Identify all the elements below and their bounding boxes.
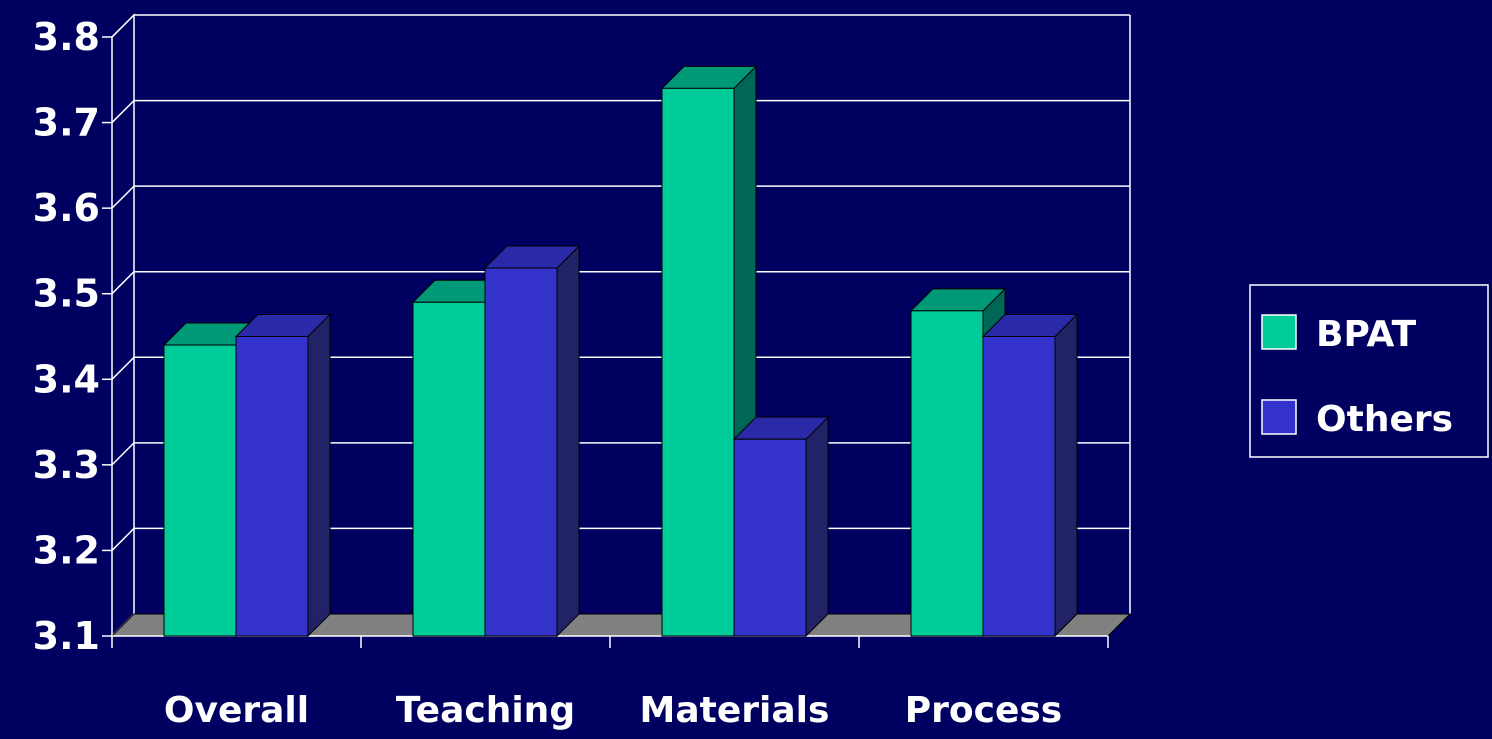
gridline-depth [111, 14, 135, 38]
gridline-depth [111, 442, 135, 466]
bar-front [235, 336, 309, 637]
legend-box [1249, 284, 1489, 458]
bar-others-overall [234, 313, 332, 638]
legend-label-bpat: BPAT [1316, 314, 1417, 355]
gridline-depth [111, 185, 135, 209]
bar-front [910, 310, 984, 637]
x-tick-label: Teaching [396, 690, 575, 731]
bar-front [412, 301, 486, 637]
legend-swatch-bpat [1261, 314, 1297, 350]
bar-front [484, 267, 558, 637]
y-tick-label: 3.1 [33, 614, 100, 658]
bar-side [307, 313, 331, 638]
y-tick-label: 3.3 [33, 443, 100, 487]
y-tick-label: 3.7 [33, 101, 100, 145]
bar-front [733, 438, 807, 637]
chart-ticks: 3.1 3.2 3.3 3.4 3.5 3.6 3.7 3.8 Overall Teaching M… [33, 15, 1109, 731]
legend-label-others: Others [1316, 399, 1453, 440]
bar-others-process [981, 313, 1079, 638]
bar-side [556, 244, 580, 638]
chart-bars [162, 65, 1079, 638]
chart-legend: BPAT Others [1249, 284, 1489, 458]
x-tick-label: Materials [640, 690, 830, 731]
bar-others-teaching [483, 244, 581, 638]
bar-front [982, 336, 1056, 637]
y-tick-label: 3.2 [33, 528, 100, 572]
gridline-depth [111, 356, 135, 380]
side-wall [111, 13, 135, 638]
bar-front [163, 344, 237, 637]
y-tick-label: 3.6 [33, 186, 100, 230]
bar-side [1054, 313, 1078, 638]
bar-side [805, 415, 829, 638]
y-tick-label: 3.5 [33, 272, 100, 316]
gridline-depth [111, 100, 135, 124]
y-tick-label: 3.4 [33, 357, 100, 401]
y-tick-label: 3.8 [33, 15, 100, 59]
gridline-depth [111, 271, 135, 295]
bar-others-materials [732, 415, 830, 638]
gridline-depth [111, 527, 135, 551]
legend-swatch-others [1261, 399, 1297, 435]
x-tick-label: Process [905, 690, 1062, 731]
x-tick-label: Overall [164, 690, 309, 731]
bar-front [661, 87, 735, 637]
